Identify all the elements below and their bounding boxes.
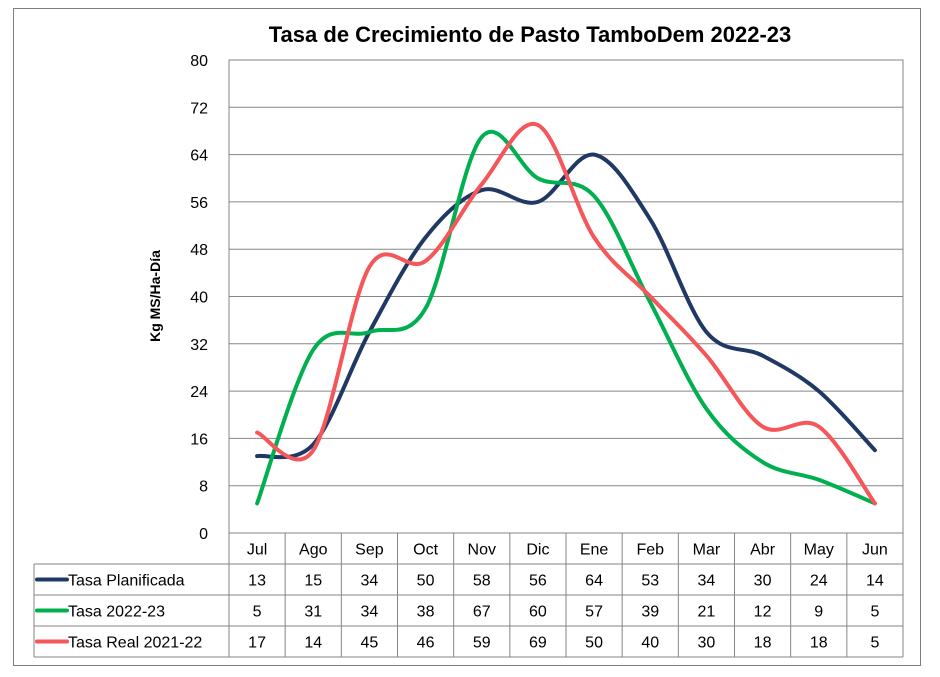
data-table-value: 12 [754, 604, 772, 621]
data-table-value: 69 [529, 635, 547, 652]
data-table-value: 45 [361, 635, 379, 652]
y-tick-label: 80 [190, 53, 208, 70]
data-table-value: 5 [253, 604, 262, 621]
data-table-value: 14 [866, 573, 884, 590]
data-table-value: 30 [754, 573, 772, 590]
y-axis-label: Kg MS/Ha-Día [147, 250, 163, 342]
chart-frame [13, 8, 921, 666]
x-category-label: Sep [355, 542, 384, 559]
data-table-value: 53 [641, 573, 659, 590]
series-line [255, 129, 877, 506]
x-category-label: Abr [750, 542, 776, 559]
series-lines [255, 121, 877, 506]
data-table-value: 67 [473, 604, 491, 621]
y-tick-label: 64 [190, 148, 208, 165]
series-line [255, 152, 877, 460]
data-table: Jul Ago Sep Oct Nov Dic Ene Feb Mar Abr May Jun Tasa… [33, 532, 904, 658]
x-category-label: Dic [526, 542, 549, 559]
series-name: Tasa Real 2021-22 [68, 635, 202, 652]
data-table-value: 58 [473, 573, 491, 590]
data-table-value: 18 [754, 635, 772, 652]
series-name: Tasa Planificada [68, 573, 185, 590]
gridlines [228, 59, 904, 534]
y-tick-label: 32 [190, 337, 208, 354]
data-table-value: 34 [698, 573, 716, 590]
x-category-label: May [804, 542, 834, 559]
x-category-label: Oct [413, 542, 438, 559]
data-table-value: 40 [641, 635, 659, 652]
y-tick-label: 16 [190, 431, 208, 448]
x-category-label: Feb [636, 542, 664, 559]
data-table-value: 18 [810, 635, 828, 652]
data-table-value: 59 [473, 635, 491, 652]
data-table-value: 34 [361, 573, 379, 590]
y-tick-label: 24 [190, 384, 208, 401]
data-table-value: 50 [585, 635, 603, 652]
series-name: Tasa 2022-23 [68, 604, 165, 621]
x-category-label: Jun [862, 542, 888, 559]
x-category-label: Jul [247, 542, 267, 559]
y-tick-label: 8 [199, 479, 208, 496]
data-table-value: 15 [304, 573, 322, 590]
y-tick-label: 48 [190, 242, 208, 259]
data-table-value: 5 [870, 604, 879, 621]
data-table-value: 50 [417, 573, 435, 590]
data-table-value: 31 [304, 604, 322, 621]
data-table-value: 13 [248, 573, 266, 590]
y-tick-label: 56 [190, 195, 208, 212]
data-table-value: 38 [417, 604, 435, 621]
data-table-value: 56 [529, 573, 547, 590]
data-table-value: 9 [814, 604, 823, 621]
y-tick-labels: 0 8 16 24 32 40 48 56 64 72 80 [190, 53, 208, 543]
x-category-label: Mar [693, 542, 721, 559]
data-table-value: 34 [361, 604, 379, 621]
data-table-value: 21 [698, 604, 716, 621]
x-category-label: Ene [580, 542, 609, 559]
y-tick-label: 0 [199, 526, 208, 543]
series-line [255, 121, 877, 506]
y-tick-label: 72 [190, 100, 208, 117]
y-tick-label: 40 [190, 290, 208, 307]
data-table-value: 30 [698, 635, 716, 652]
data-table-value: 64 [585, 573, 603, 590]
data-table-value: 60 [529, 604, 547, 621]
x-category-label: Ago [299, 542, 328, 559]
data-table-value: 17 [248, 635, 266, 652]
chart-title: Tasa de Crecimiento de Pasto TamboDem 20… [269, 22, 792, 47]
data-table-value: 57 [585, 604, 603, 621]
data-table-value: 46 [417, 635, 435, 652]
x-category-label: Nov [468, 542, 496, 559]
data-table-value: 14 [304, 635, 322, 652]
data-table-value: 39 [641, 604, 659, 621]
data-table-value: 5 [870, 635, 879, 652]
data-table-value: 24 [810, 573, 828, 590]
